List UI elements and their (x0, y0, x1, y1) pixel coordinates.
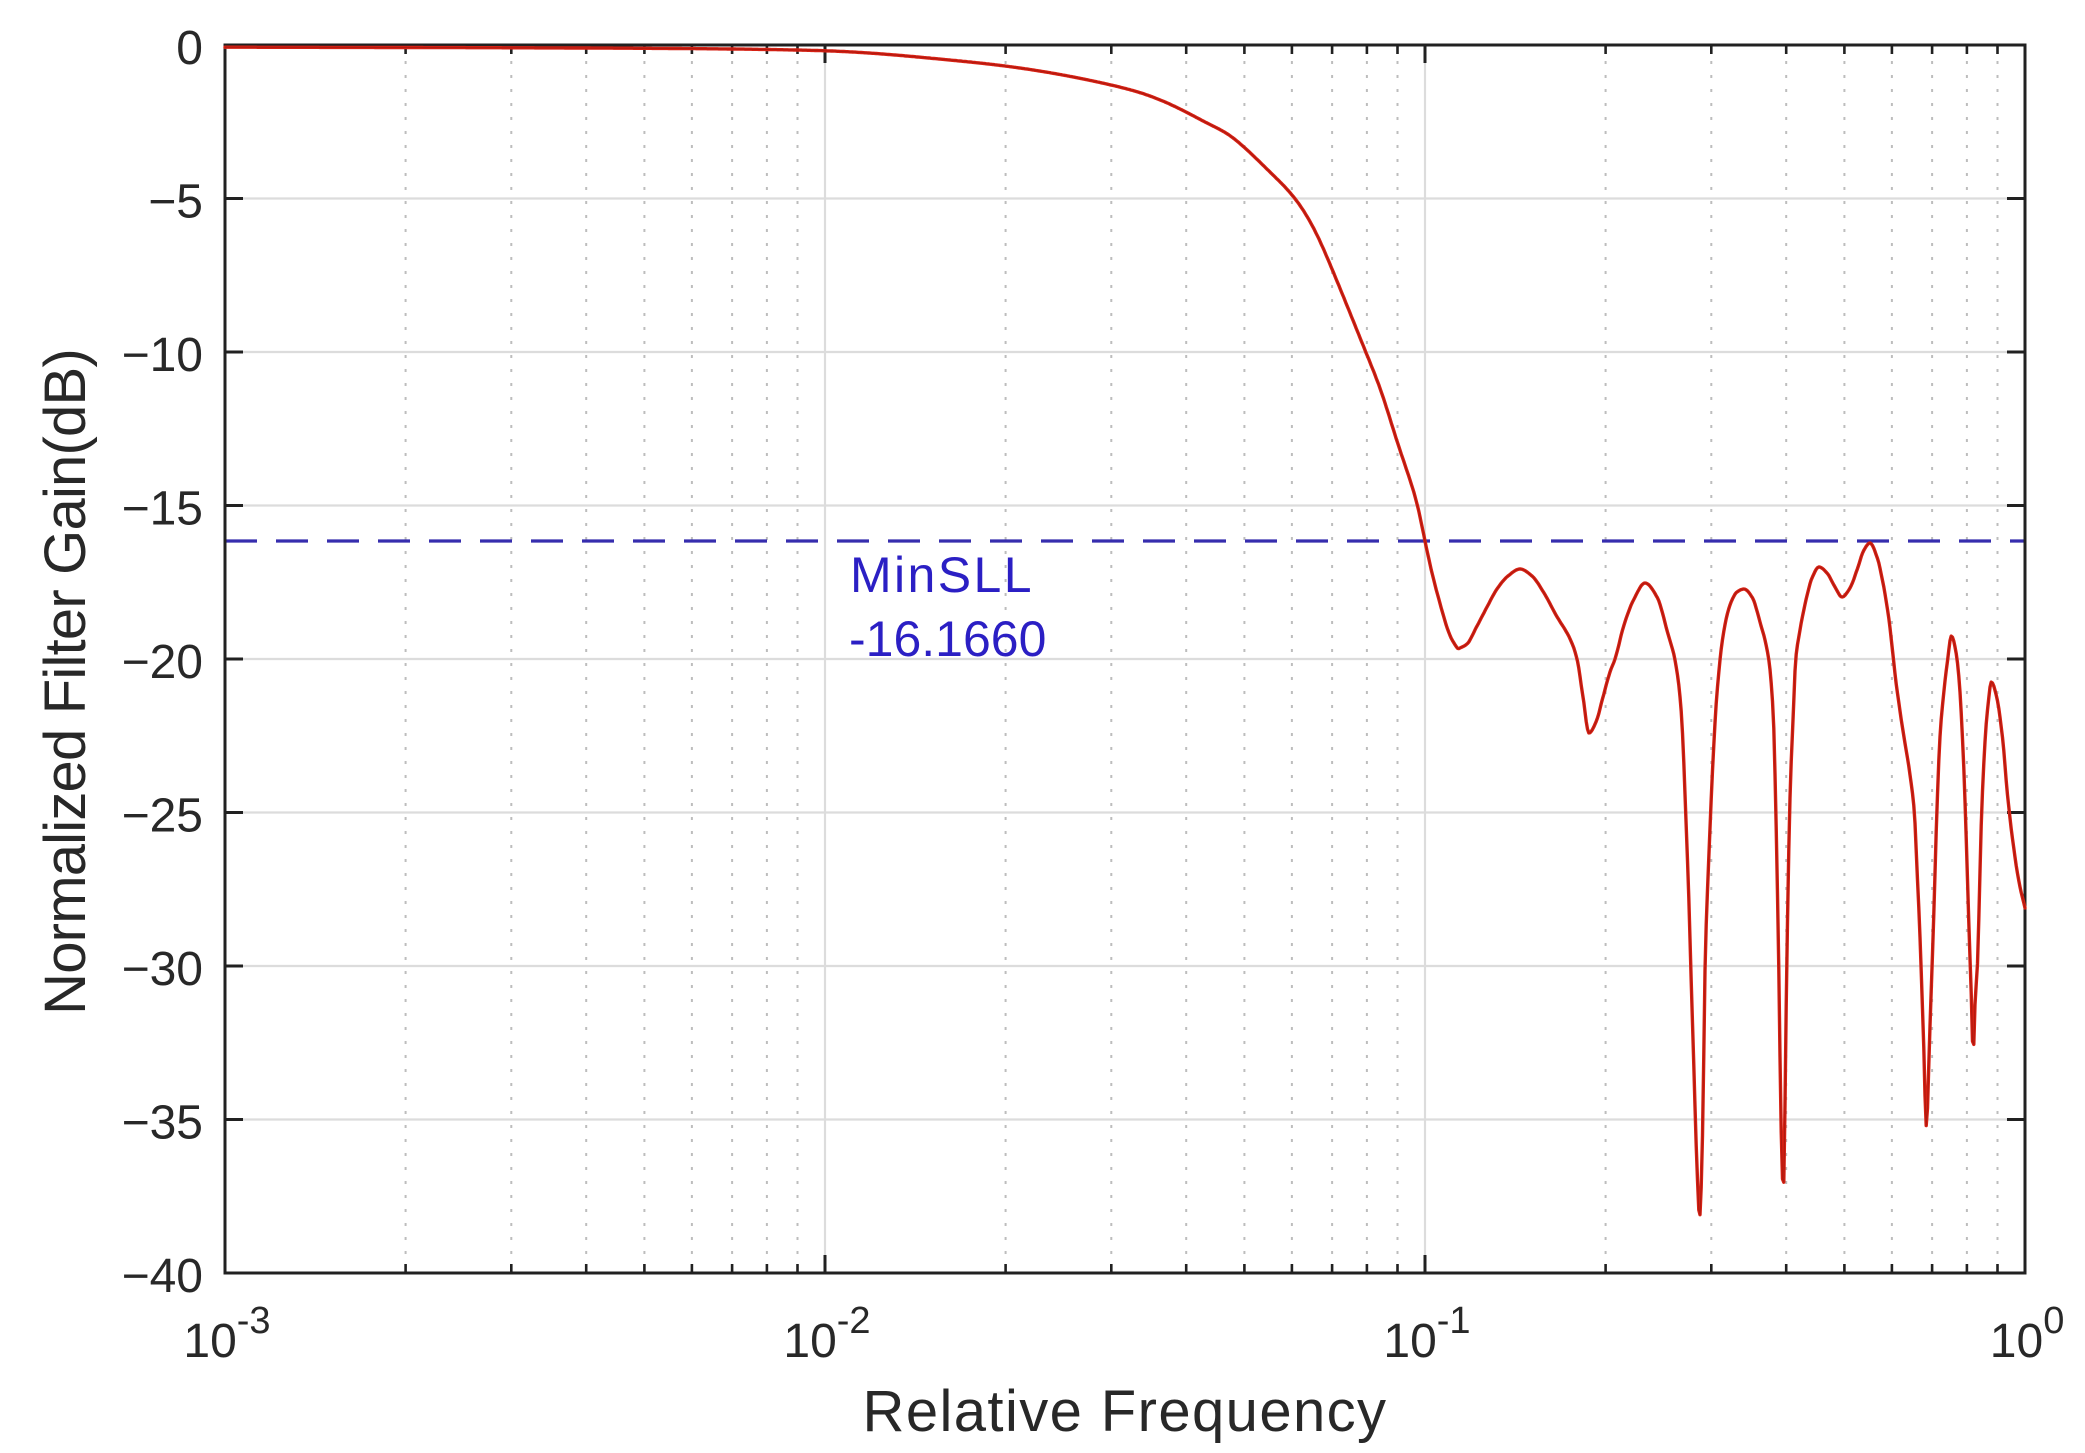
svg-text:−40: −40 (122, 1250, 203, 1303)
svg-text:−10: −10 (122, 329, 203, 382)
svg-text:−15: −15 (122, 483, 203, 536)
svg-text:−35: −35 (122, 1097, 203, 1150)
svg-text:0: 0 (176, 22, 203, 75)
svg-text:-16.1660: -16.1660 (849, 611, 1046, 667)
svg-text:Relative Frequency: Relative Frequency (863, 1379, 1388, 1444)
svg-text:MinSLL: MinSLL (850, 547, 1034, 603)
svg-text:−30: −30 (122, 943, 203, 996)
svg-text:−25: −25 (122, 790, 203, 843)
svg-text:Normalized Filter Gain(dB): Normalized Filter Gain(dB) (33, 349, 98, 1015)
svg-text:−5: −5 (148, 176, 203, 229)
svg-text:−20: −20 (122, 636, 203, 689)
